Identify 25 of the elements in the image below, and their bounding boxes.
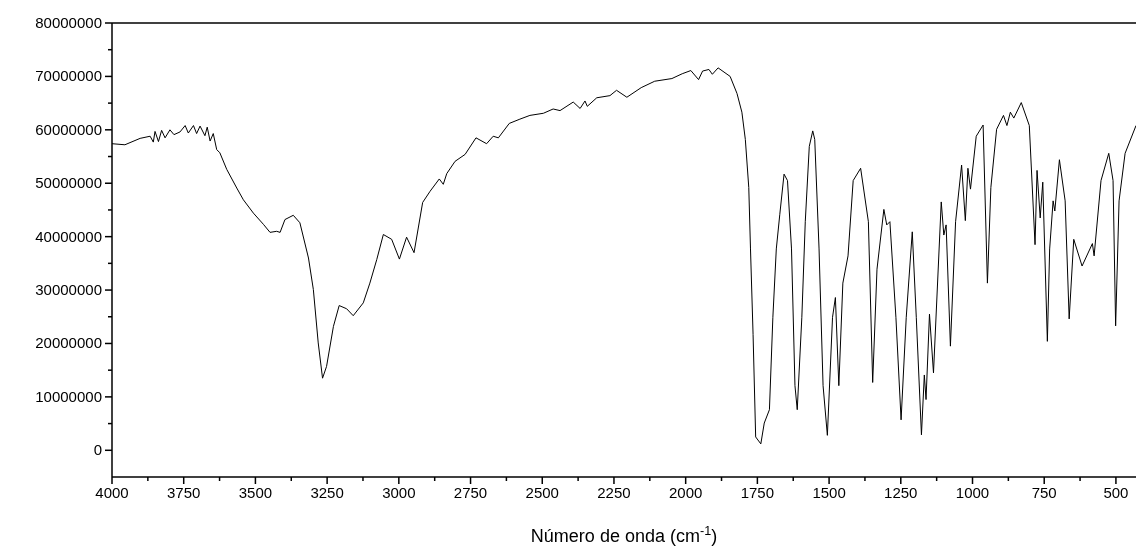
x-tick-label: 1250 [884,484,918,501]
x-tick-label: 4000 [95,484,129,501]
y-tick-label: 60000000 [35,120,102,138]
x-tick-label: 1500 [812,484,846,501]
y-tick-label: 30000000 [35,281,102,299]
x-tick-label: 2750 [453,484,488,501]
y-tick-label: 70000000 [35,67,102,85]
x-tick-label: 2000 [668,484,703,501]
y-tick-label: 80000000 [35,14,102,31]
x-tick-label: 3000 [382,484,416,501]
y-tick-label: 10000000 [35,387,102,405]
y-tick-label: 0 [93,441,102,459]
x-tick-label: 2500 [525,484,559,501]
x-axis-title: Número de onda (cm$^{-1}$) [530,524,718,546]
x-tick-label: 1000 [955,484,990,501]
x-tick-label: 3500 [238,484,273,501]
y-tick-label: 50000000 [35,174,102,192]
x-tick-label: 1750 [740,484,775,501]
x-tick-label: 2250 [597,484,631,501]
x-tick-label: 750 [1031,484,1057,501]
x-tick-label: 3250 [310,484,344,501]
x-tick-label: 500 [1103,484,1129,501]
y-tick-label: 20000000 [35,334,102,352]
y-tick-label: 40000000 [35,227,102,245]
x-tick-label: 3750 [167,484,201,501]
